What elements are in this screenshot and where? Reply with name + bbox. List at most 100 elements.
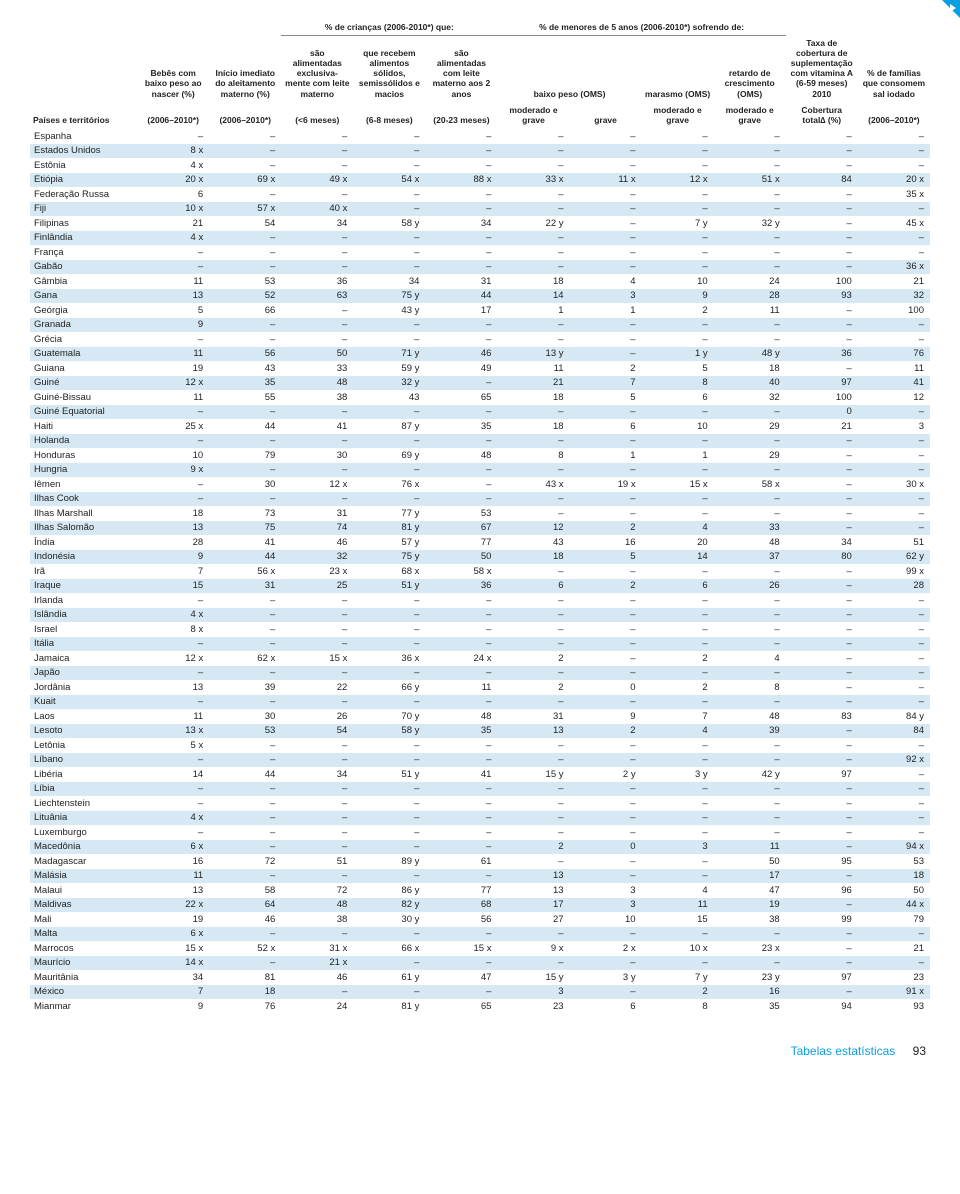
table-cell: – bbox=[497, 506, 569, 521]
table-cell: 32 y bbox=[353, 376, 425, 391]
table-row: Macedônia6 x––––20311–94 x bbox=[30, 840, 930, 855]
table-cell: – bbox=[714, 666, 786, 681]
table-row: Gabão––––––––––36 x bbox=[30, 260, 930, 275]
table-row: Gana13526375 y441439289332 bbox=[30, 289, 930, 304]
table-cell: – bbox=[209, 260, 281, 275]
footer-page-number: 93 bbox=[913, 1044, 926, 1058]
table-cell: 15 x bbox=[425, 941, 497, 956]
table-cell: – bbox=[714, 245, 786, 260]
table-cell: Espanha bbox=[30, 129, 137, 144]
table-cell: 54 bbox=[209, 216, 281, 231]
table-cell: – bbox=[570, 651, 642, 666]
table-cell: 28 bbox=[858, 579, 930, 594]
table-cell: – bbox=[642, 260, 714, 275]
table-cell: – bbox=[642, 593, 714, 608]
table-cell: Geórgia bbox=[30, 303, 137, 318]
table-cell: 97 bbox=[786, 767, 858, 782]
table-cell: 8 x bbox=[137, 144, 209, 159]
table-cell: – bbox=[570, 608, 642, 623]
table-cell: – bbox=[497, 753, 569, 768]
table-cell: Filipinas bbox=[30, 216, 137, 231]
table-cell: – bbox=[281, 811, 353, 826]
table-row: Luxemburgo––––––––––– bbox=[30, 825, 930, 840]
table-cell: 30 bbox=[281, 448, 353, 463]
table-cell: – bbox=[642, 202, 714, 217]
table-cell: 30 x bbox=[858, 477, 930, 492]
table-cell: 24 bbox=[281, 999, 353, 1014]
table-cell: – bbox=[425, 260, 497, 275]
table-cell: Islândia bbox=[30, 608, 137, 623]
header-col-1b: (2006–2010*) bbox=[137, 103, 209, 129]
table-cell: – bbox=[858, 129, 930, 144]
table-cell: – bbox=[425, 376, 497, 391]
table-cell: 70 y bbox=[353, 709, 425, 724]
table-cell: 53 bbox=[209, 724, 281, 739]
table-cell: 18 bbox=[858, 869, 930, 884]
table-cell: – bbox=[281, 738, 353, 753]
table-cell: – bbox=[425, 927, 497, 942]
table-cell: 1 bbox=[497, 303, 569, 318]
table-cell: – bbox=[642, 695, 714, 710]
table-cell: – bbox=[137, 637, 209, 652]
table-cell: – bbox=[425, 985, 497, 1000]
table-cell: – bbox=[497, 463, 569, 478]
table-row: Iêmen–3012 x76 x–43 x19 x15 x58 x–30 x bbox=[30, 477, 930, 492]
table-cell: – bbox=[642, 158, 714, 173]
table-cell: 16 bbox=[714, 985, 786, 1000]
table-cell: 14 x bbox=[137, 956, 209, 971]
table-row: Letônia5 x–––––––––– bbox=[30, 738, 930, 753]
table-cell: – bbox=[281, 303, 353, 318]
table-cell: 73 bbox=[209, 506, 281, 521]
table-cell: 62 x bbox=[209, 651, 281, 666]
table-cell: 6 bbox=[137, 187, 209, 202]
table-cell: – bbox=[570, 463, 642, 478]
table-cell: – bbox=[281, 985, 353, 1000]
table-cell: 42 y bbox=[714, 767, 786, 782]
table-cell: 17 bbox=[714, 869, 786, 884]
table-row: Malaui13587286 y771334479650 bbox=[30, 883, 930, 898]
table-cell: – bbox=[425, 434, 497, 449]
table-cell: 21 x bbox=[281, 956, 353, 971]
table-cell: 13 bbox=[137, 289, 209, 304]
table-cell: – bbox=[497, 622, 569, 637]
table-cell: 55 bbox=[209, 390, 281, 405]
table-cell: – bbox=[714, 434, 786, 449]
table-cell: – bbox=[353, 956, 425, 971]
table-cell: 39 bbox=[209, 680, 281, 695]
table-cell: 45 x bbox=[858, 216, 930, 231]
table-cell: – bbox=[786, 666, 858, 681]
table-cell: 37 bbox=[714, 550, 786, 565]
table-cell: – bbox=[642, 231, 714, 246]
table-cell: França bbox=[30, 245, 137, 260]
table-cell: 35 bbox=[425, 724, 497, 739]
table-cell: – bbox=[714, 202, 786, 217]
table-cell: – bbox=[281, 869, 353, 884]
table-cell: Federação Russa bbox=[30, 187, 137, 202]
table-cell: – bbox=[497, 608, 569, 623]
table-cell: 13 bbox=[137, 883, 209, 898]
table-cell: – bbox=[642, 129, 714, 144]
table-row: Guiana19433359 y49112518–11 bbox=[30, 361, 930, 376]
table-cell: – bbox=[570, 811, 642, 826]
table-cell: – bbox=[786, 129, 858, 144]
table-cell: – bbox=[858, 405, 930, 420]
table-row: Ilhas Cook––––––––––– bbox=[30, 492, 930, 507]
table-cell: – bbox=[642, 405, 714, 420]
table-cell: 64 bbox=[209, 898, 281, 913]
table-row: Indonésia9443275 y5018514378062 y bbox=[30, 550, 930, 565]
header-col-3b: (<6 meses) bbox=[281, 103, 353, 129]
table-cell: 15 x bbox=[137, 941, 209, 956]
table-cell: – bbox=[209, 245, 281, 260]
table-cell: – bbox=[425, 782, 497, 797]
table-cell: – bbox=[425, 695, 497, 710]
table-cell: – bbox=[570, 753, 642, 768]
table-cell: 75 y bbox=[353, 550, 425, 565]
table-row: Lituânia4 x–––––––––– bbox=[30, 811, 930, 826]
header-col-1a: Bebês com baixo peso ao nascer (%) bbox=[137, 36, 209, 103]
table-cell: 19 bbox=[137, 361, 209, 376]
header-super-2: % de menores de 5 anos (2006-2010*) sofr… bbox=[497, 20, 785, 36]
table-cell: – bbox=[858, 927, 930, 942]
table-cell: 4 bbox=[570, 274, 642, 289]
table-cell: – bbox=[137, 666, 209, 681]
header-col-6b: moderado e grave bbox=[497, 103, 569, 129]
